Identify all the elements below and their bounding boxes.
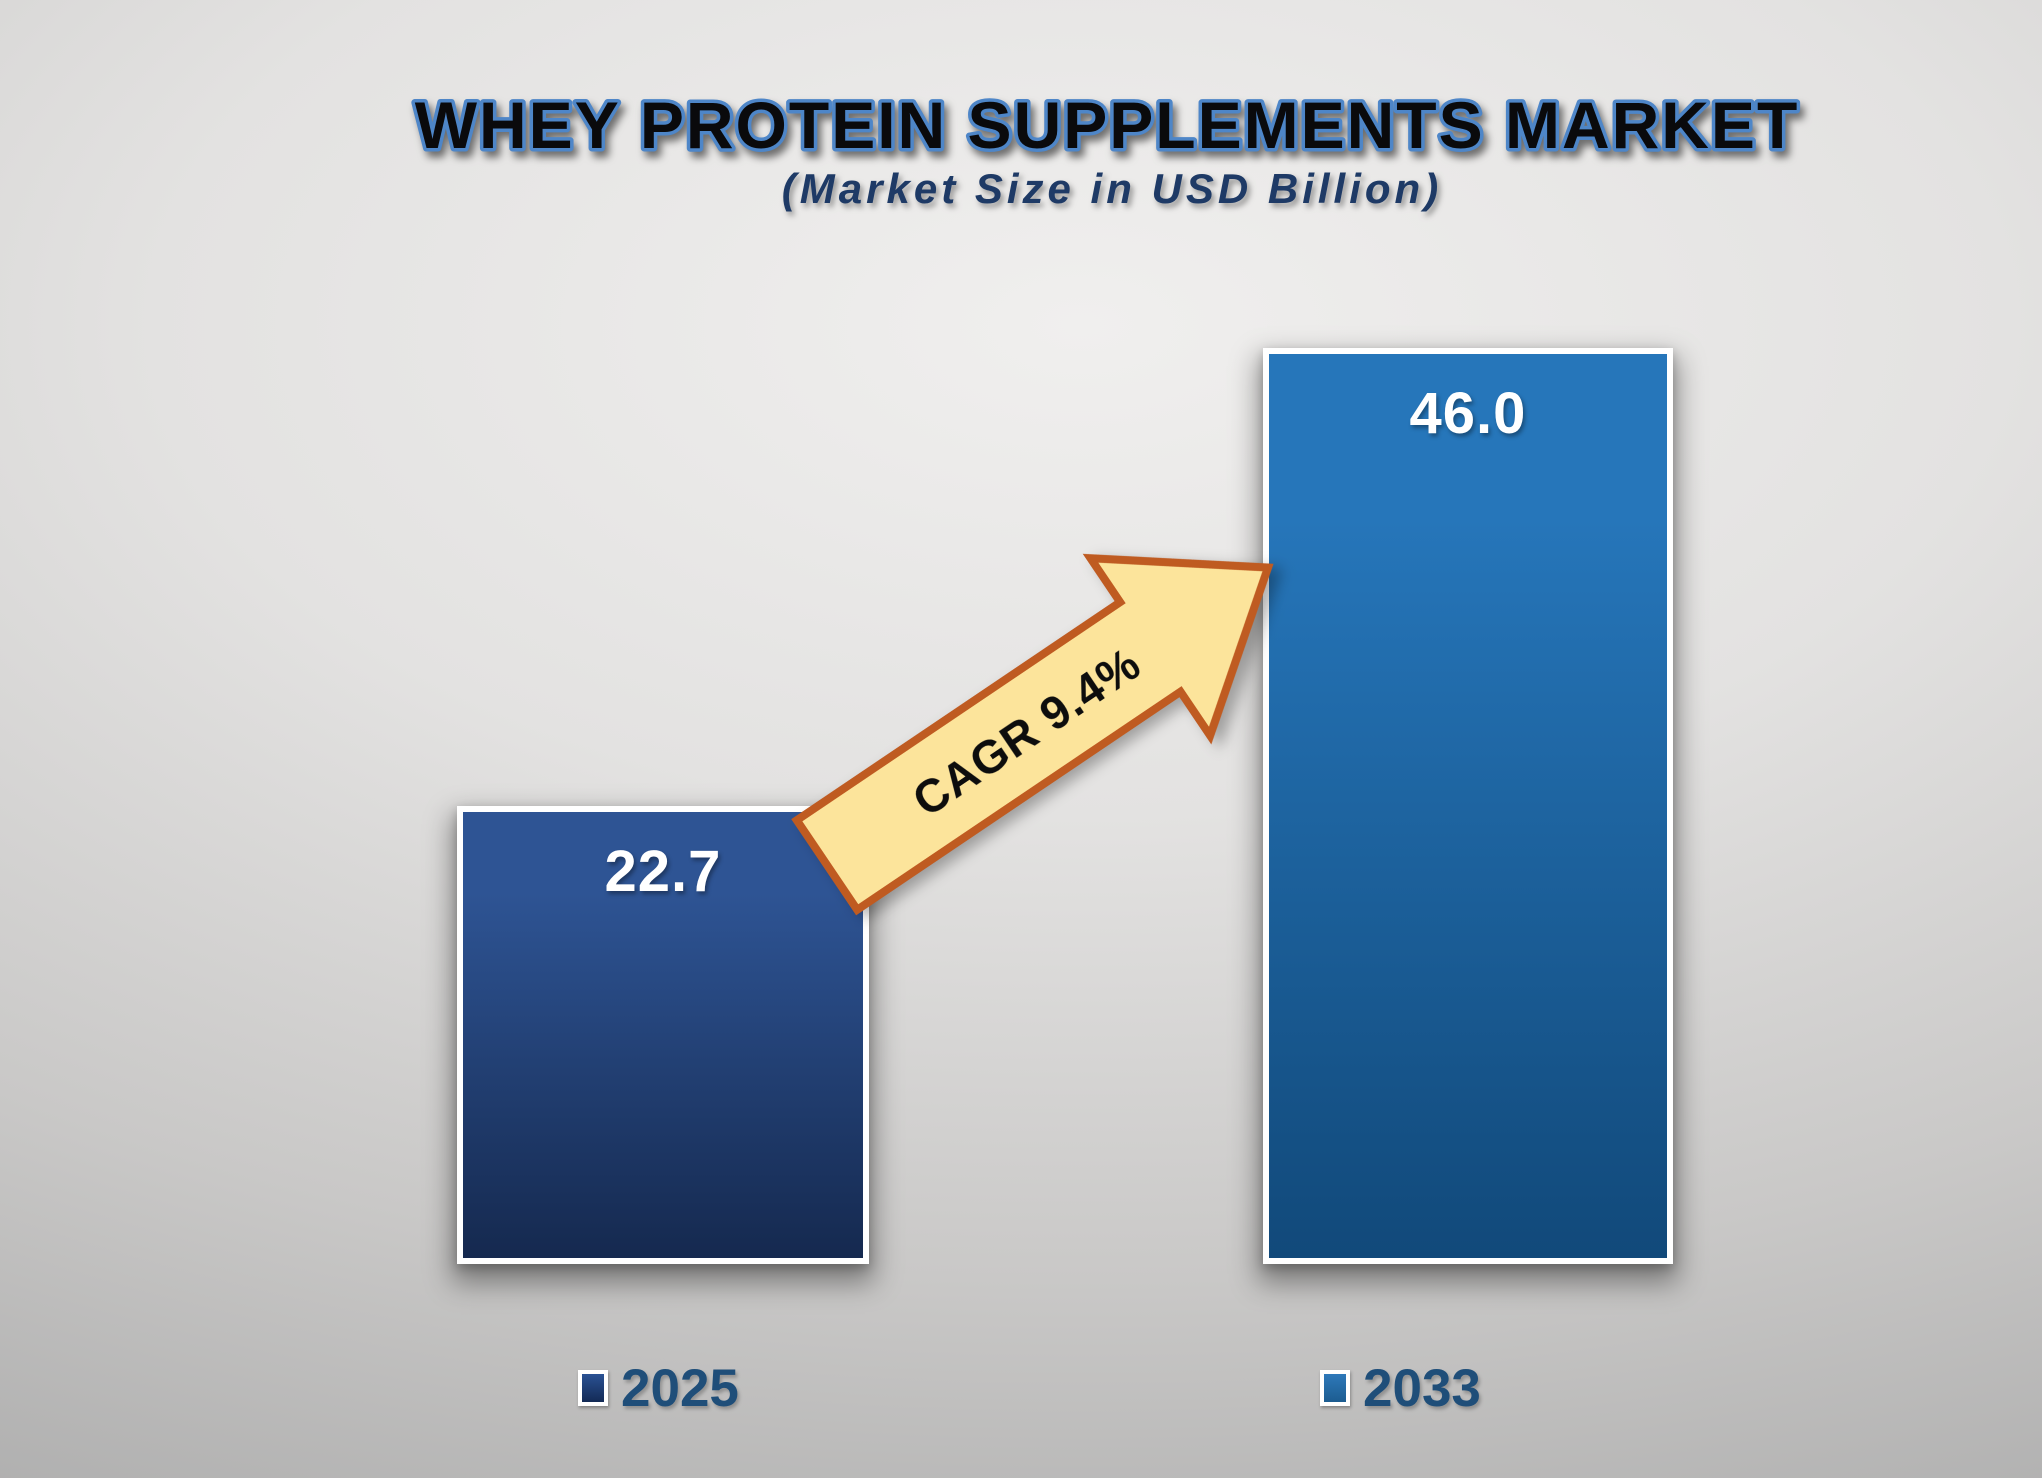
bar-2025-value-label: 22.7 — [604, 839, 722, 904]
chart-subtitle: (Market Size in USD Billion) — [782, 165, 1442, 212]
bar-2033-value-label: 46.0 — [1409, 381, 1527, 446]
legend-item-2033: 2033 — [1320, 1359, 1481, 1418]
chart-title: WHEY PROTEIN SUPPLEMENTS MARKET — [415, 88, 1800, 162]
bar-2025: 22.7 — [457, 806, 869, 1264]
legend-label-2033: 2033 — [1363, 1358, 1481, 1418]
title-block: WHEY PROTEIN SUPPLEMENTS MARKET (Market … — [411, 85, 1801, 213]
bar-2033: 46.0 — [1263, 348, 1673, 1264]
legend-swatch-2025-icon — [578, 1370, 608, 1406]
legend-swatch-2033-icon — [1320, 1370, 1350, 1406]
legend-label-2025: 2025 — [621, 1358, 739, 1418]
cagr-label: CAGR 9.4% — [903, 637, 1149, 827]
legend-item-2025: 2025 — [578, 1359, 739, 1418]
